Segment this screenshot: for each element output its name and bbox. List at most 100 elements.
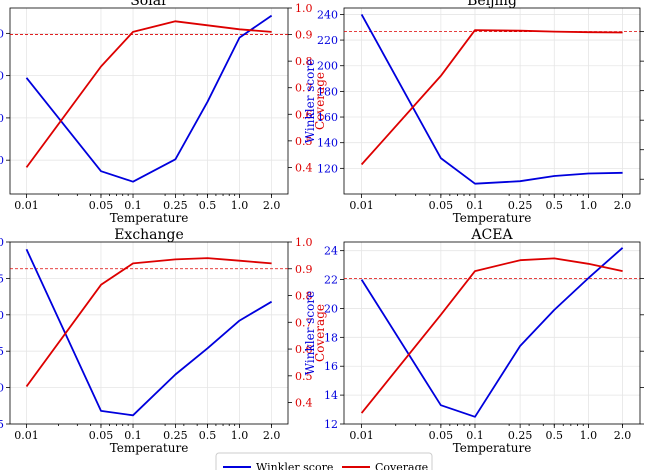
y-tick-label: 20 xyxy=(324,302,338,315)
plot-frame xyxy=(343,7,641,195)
x-tick-label: 0.25 xyxy=(163,429,188,442)
x-tick-label: 0.1 xyxy=(466,199,484,212)
x-tick-label: 0.5 xyxy=(199,429,217,442)
x-tick-label: 0.5 xyxy=(546,429,564,442)
y2-tick-label: 1.0 xyxy=(295,236,313,249)
legend-frame xyxy=(215,452,433,470)
y-tick-label: 60 xyxy=(0,27,4,40)
y-tick-label: 30 xyxy=(0,382,4,395)
subplot-exchange: Exchange 0.01 0.05 0.1 0.25 0.5 1.0 2.0 Temperat… xyxy=(0,227,327,455)
x-tick-label: 0.1 xyxy=(124,199,142,212)
chart-title: Solar xyxy=(130,0,168,9)
x-tick-label: 1.0 xyxy=(231,199,249,212)
x-tick-label: 0.01 xyxy=(14,199,39,212)
x-tick-label: 0.25 xyxy=(508,429,533,442)
y-tick-label: 140 xyxy=(317,137,338,150)
y2-tick-label: 0.4 xyxy=(295,161,313,174)
chart-title: ACEA xyxy=(470,227,513,243)
x-tick-label: 0.05 xyxy=(429,199,454,212)
chart-title: Exchange xyxy=(114,227,184,243)
x-tick-label: 2.0 xyxy=(263,429,281,442)
series-line-coverage xyxy=(25,257,272,388)
subplots: Solar 0.01 0.05 0.1 0.25 0.5 1.0 2.0 Temperature… xyxy=(0,0,644,455)
series-line-coverage xyxy=(25,20,272,168)
x-tick-label: 0.5 xyxy=(199,199,217,212)
x-tick-label: 0.05 xyxy=(429,429,454,442)
x-axis-label: Temperature xyxy=(110,441,189,455)
y-tick-label: 200 xyxy=(317,60,338,73)
y2-axis-label: Coverage xyxy=(313,72,327,130)
series-line-winkler-score xyxy=(360,13,623,185)
x-tick-label: 1.0 xyxy=(231,429,249,442)
x-tick-label: 0.1 xyxy=(124,429,142,442)
y-tick-label: 50 xyxy=(0,236,4,249)
y2-tick-label: 0.7 xyxy=(295,82,313,95)
y2-tick-label: 0.8 xyxy=(295,290,313,303)
y-tick-label: 30 xyxy=(0,154,4,167)
y-tick-label: 35 xyxy=(0,345,4,358)
subplot-beijing: Beijing 0.01 0.05 0.1 0.25 0.5 1.0 2.0 Temperatu… xyxy=(303,0,644,225)
y-tick-label: 180 xyxy=(317,85,338,98)
plot-frame xyxy=(9,241,289,425)
x-tick-label: 0.25 xyxy=(508,199,533,212)
y2-tick-label: 0.8 xyxy=(295,55,313,68)
series-line-winkler-score xyxy=(360,247,624,418)
y2-tick-label: 0.5 xyxy=(295,370,313,383)
y-tick-label: 160 xyxy=(317,111,338,124)
y-tick-label: 40 xyxy=(0,309,4,322)
y2-tick-label: 0.4 xyxy=(295,397,313,410)
x-tick-label: 0.01 xyxy=(349,199,374,212)
y2-tick-label: 0.7 xyxy=(295,316,313,329)
y2-tick-label: 0.6 xyxy=(295,343,313,356)
y-tick-label: 220 xyxy=(317,34,338,47)
y-tick-label: 16 xyxy=(324,360,338,373)
x-tick-label: 2.0 xyxy=(263,199,281,212)
y-tick-label: 120 xyxy=(317,162,338,175)
y-tick-label: 240 xyxy=(317,8,338,21)
y2-tick-label: 0.5 xyxy=(295,135,313,148)
series-line-winkler-score xyxy=(25,14,273,183)
y-tick-label: 22 xyxy=(324,274,338,287)
y-tick-label: 40 xyxy=(0,112,4,125)
subplot-solar: Solar 0.01 0.05 0.1 0.25 0.5 1.0 2.0 Temperature… xyxy=(0,0,327,225)
x-tick-label: 0.01 xyxy=(14,429,39,442)
y-axis-label: Winkler score xyxy=(303,59,317,143)
plot-frame xyxy=(343,241,641,425)
x-tick-label: 0.25 xyxy=(163,199,188,212)
y-tick-label: 24 xyxy=(324,245,338,258)
y2-tick-label: 0.9 xyxy=(295,29,313,42)
x-axis-label: Temperature xyxy=(453,211,532,225)
legend-label-winkler: Winkler score xyxy=(256,461,333,470)
x-tick-label: 0.1 xyxy=(466,429,484,442)
legend: Winkler score Coverage xyxy=(215,452,433,470)
chart-title: Beijing xyxy=(467,0,517,9)
x-tick-label: 0.5 xyxy=(546,199,564,212)
series-line-coverage xyxy=(360,257,623,414)
x-tick-label: 0.05 xyxy=(89,429,114,442)
series-line-winkler-score xyxy=(25,248,273,417)
x-axis-label: Temperature xyxy=(453,441,532,455)
legend-label-coverage: Coverage xyxy=(375,461,428,470)
y-tick-label: 45 xyxy=(0,272,4,285)
y-tick-label: 18 xyxy=(324,331,338,344)
x-tick-label: 1.0 xyxy=(580,429,598,442)
y-tick-label: 14 xyxy=(324,389,338,402)
y2-tick-label: 0.6 xyxy=(295,108,313,121)
y-tick-label: 12 xyxy=(324,418,338,431)
y-axis-label: Winkler score xyxy=(303,291,317,375)
subplot-acea: ACEA 0.01 0.05 0.1 0.25 0.5 1.0 2.0 Temperature 1… xyxy=(303,227,644,455)
y-tick-label: 25 xyxy=(0,418,4,431)
y2-tick-label: 1.0 xyxy=(295,2,313,15)
y-tick-label: 50 xyxy=(0,70,4,83)
x-tick-label: 0.01 xyxy=(349,429,374,442)
x-tick-label: 1.0 xyxy=(580,199,598,212)
y2-axis-label: Coverage xyxy=(313,304,327,362)
x-tick-label: 0.05 xyxy=(89,199,114,212)
x-axis-label: Temperature xyxy=(110,211,189,225)
plot-frame xyxy=(9,7,289,195)
x-tick-label: 2.0 xyxy=(614,429,632,442)
series-line-coverage xyxy=(360,29,623,166)
x-tick-label: 2.0 xyxy=(614,199,632,212)
y2-tick-label: 0.9 xyxy=(295,263,313,276)
